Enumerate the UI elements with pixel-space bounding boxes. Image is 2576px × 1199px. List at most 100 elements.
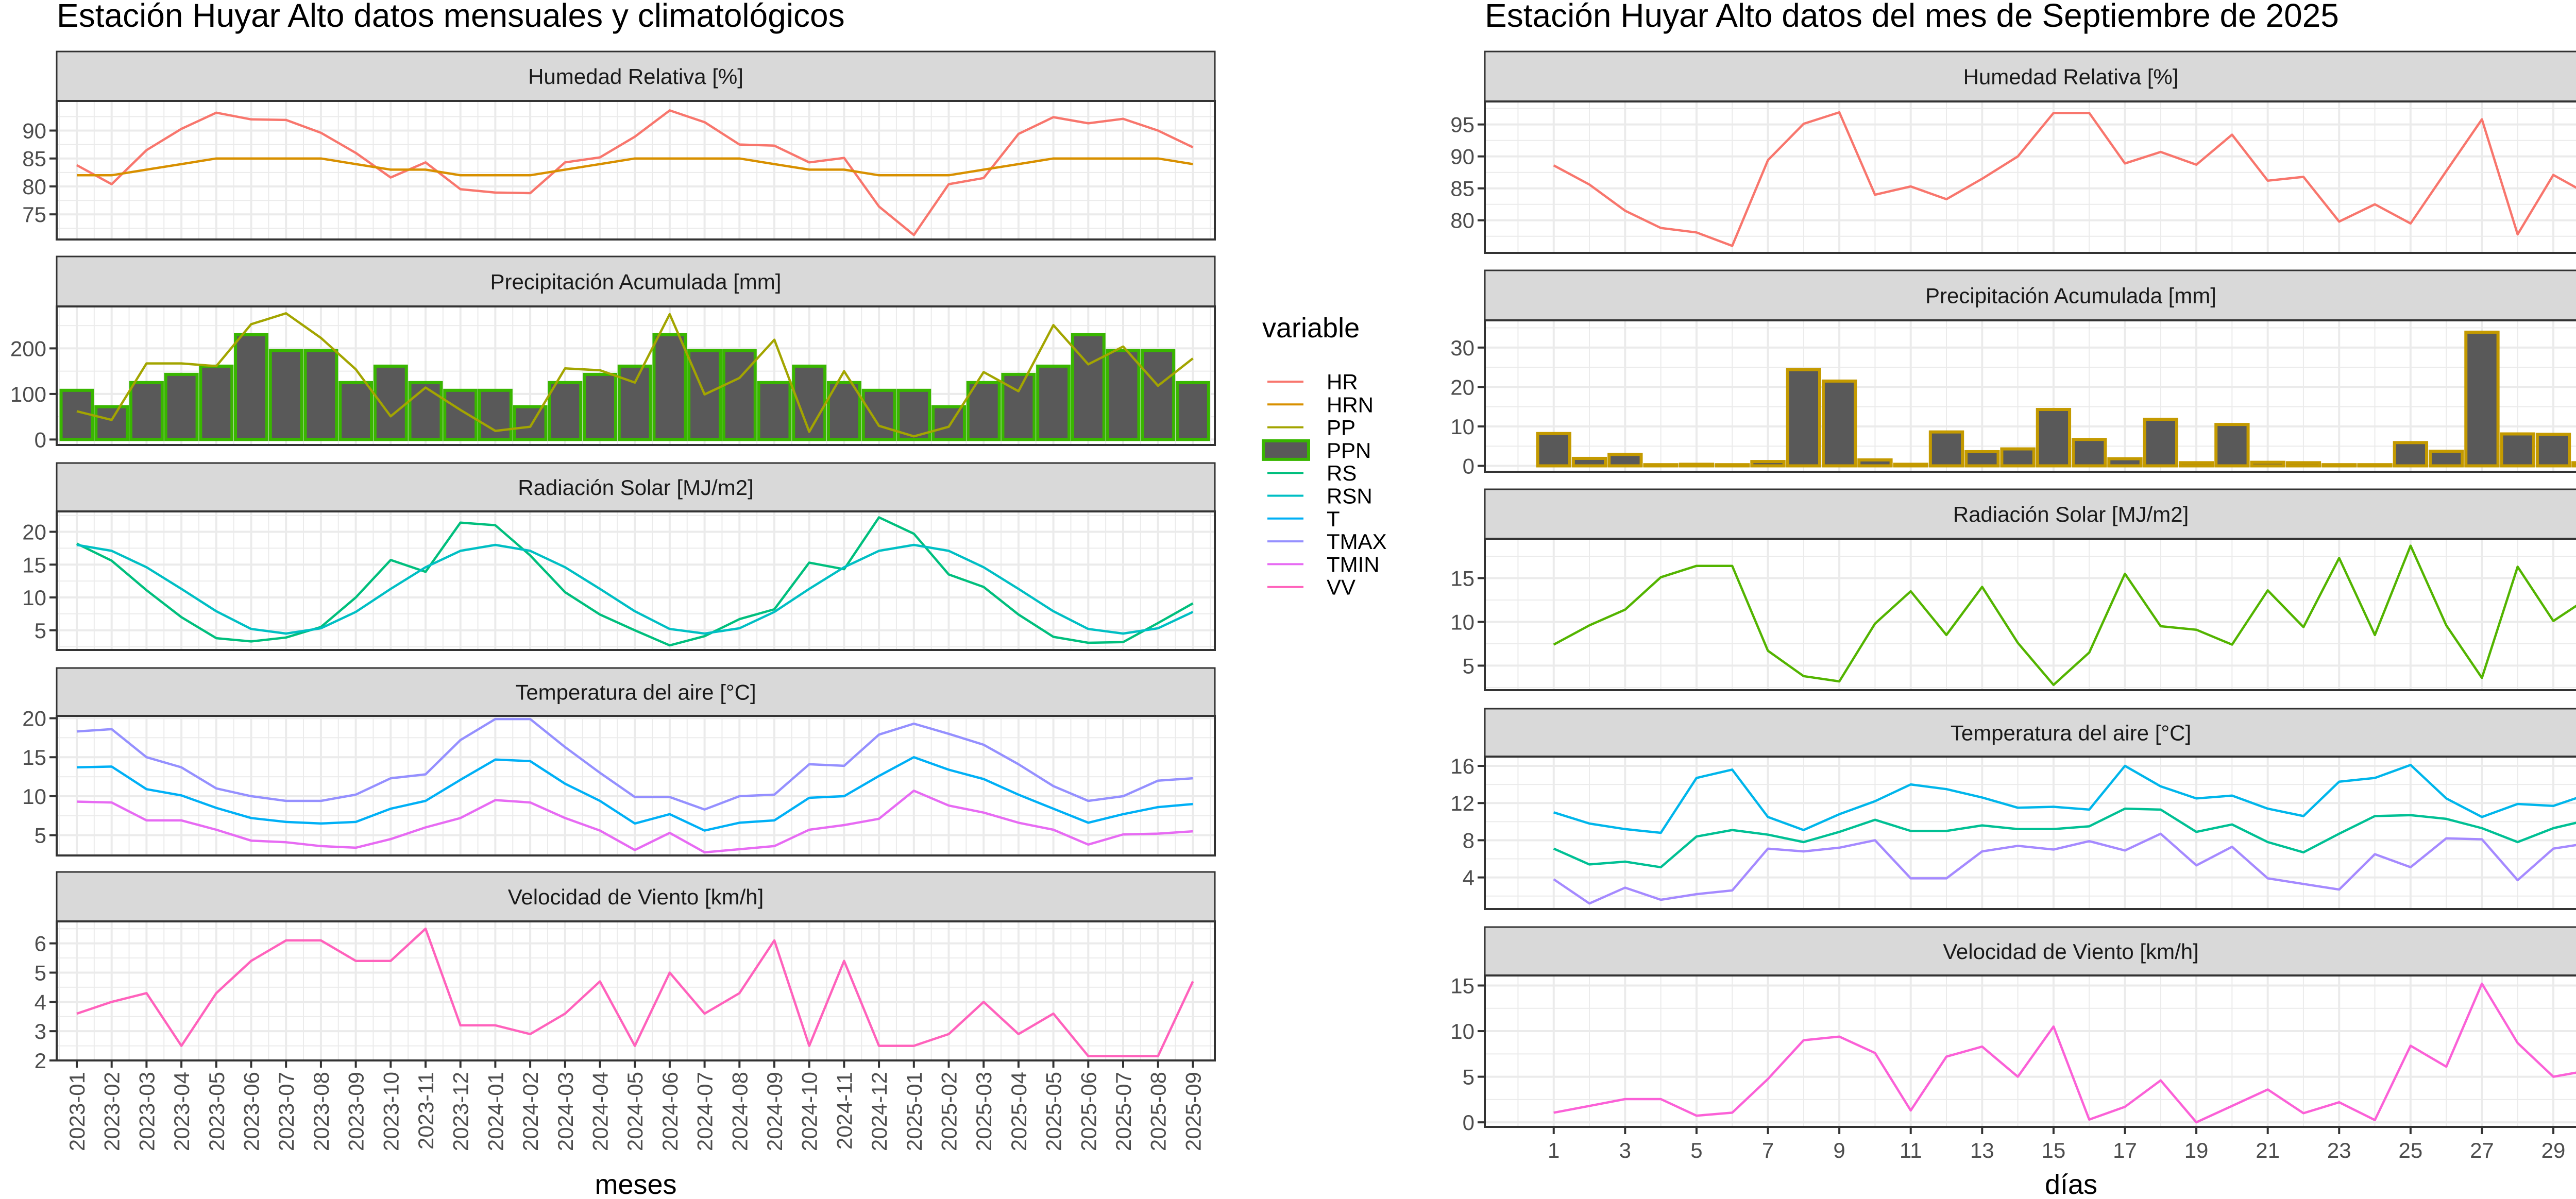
facet-panel: Precipitación Acumulada [mm] 0 100 200: [10, 255, 1216, 452]
series-line-rs: [1553, 544, 2576, 687]
series-line-vv: [76, 927, 1194, 1057]
x-tick-label: 13: [1970, 1138, 1994, 1162]
plot-area: [1485, 539, 2576, 690]
series-line-hr: [1553, 111, 2576, 247]
bar-ppn: [1175, 381, 1210, 441]
bar-pp: [2000, 447, 2036, 468]
x-tick-label: 2025-06: [1076, 1072, 1100, 1151]
bar-pp: [2285, 461, 2321, 468]
facet-panel: Humedad Relativa [%] 75 80 85 90: [22, 50, 1216, 241]
plot-area: [1485, 757, 2576, 909]
panel-border: [56, 305, 1216, 446]
y-tick-label: 15: [22, 553, 46, 577]
series-line-t: [76, 756, 1193, 832]
y-tick-label: 30: [1450, 336, 1475, 360]
series-line-hr: [76, 109, 1194, 236]
y-tick-label: 10: [22, 586, 46, 610]
x-tick-label: 23: [2327, 1138, 2351, 1162]
bar-pp: [1679, 463, 1715, 468]
bar-pp: [2143, 418, 2178, 468]
bar-ppn: [268, 349, 303, 441]
y-tick-label: 16: [1450, 754, 1475, 778]
facet-panel: Radiación Solar [MJ/m2] 5 10 15 20: [22, 462, 1216, 651]
bar-ppn: [1036, 364, 1071, 441]
facet-strip: [1484, 708, 2576, 758]
x-tick-label: 2023-12: [449, 1072, 473, 1151]
series-line-tmin: [1553, 832, 2576, 905]
bar-pp: [1536, 432, 1571, 468]
x-tick-label: 27: [2470, 1138, 2494, 1162]
plot-area: [57, 306, 1215, 445]
bar-pp: [1750, 460, 1786, 468]
bar-ppn: [722, 349, 757, 441]
bar-ppn: [303, 349, 338, 441]
x-tick-label: 2025-02: [937, 1072, 961, 1151]
x-tick-label: 21: [2256, 1138, 2280, 1162]
y-tick-label: 0: [35, 427, 46, 452]
bar-pp: [1857, 458, 1893, 468]
x-tick-label: 15: [2042, 1138, 2066, 1162]
plot-area: [57, 101, 1215, 239]
x-tick-label: 2023-11: [414, 1072, 438, 1150]
plot-background: [1485, 975, 2576, 1127]
y-tick-label: 15: [1450, 973, 1475, 998]
facet-strip: [56, 50, 1216, 102]
y-tick-label: 100: [10, 382, 46, 406]
panel-border: [56, 510, 1216, 651]
x-tick-label: 9: [1833, 1138, 1845, 1162]
legend-label: T: [1327, 507, 1340, 531]
bar-pp: [2535, 433, 2571, 468]
panel-border: [1484, 538, 2576, 691]
y-tick-label: 75: [22, 202, 46, 227]
bar-ppn: [478, 388, 513, 441]
plot-area: [57, 921, 1215, 1060]
facet-strip: [56, 871, 1216, 922]
y-tick-label: 10: [22, 784, 46, 809]
legend-item: PP: [1267, 416, 1355, 440]
bar-ppn: [199, 364, 234, 441]
bar-ppn: [164, 372, 199, 441]
y-tick-label: 0: [1463, 454, 1475, 478]
legend-label: PPN: [1327, 438, 1371, 463]
y-tick-label: 80: [22, 175, 46, 199]
x-tick-label: 2023-07: [274, 1072, 298, 1151]
y-tick-label: 10: [1450, 1019, 1475, 1043]
x-tick-label: 2023-02: [100, 1072, 124, 1151]
bar-ppn: [548, 381, 583, 441]
x-tick-label: 2023-10: [379, 1072, 403, 1151]
bar-pp: [1607, 453, 1643, 468]
legend-item: HRN: [1267, 392, 1374, 417]
legend-key-bar: [1262, 439, 1310, 461]
y-tick-label: 5: [35, 824, 46, 848]
plot-area: [57, 511, 1215, 650]
y-tick-label: 90: [1450, 145, 1475, 169]
x-tick-label: 2023-06: [240, 1072, 264, 1151]
y-tick-label: 6: [35, 932, 46, 956]
series-line-tmax: [76, 717, 1193, 811]
facet-panel: Velocidad de Viento [km/h] 2 3 4 5 6 2023-01 20…: [35, 871, 1216, 1151]
legend-item: HR: [1267, 370, 1358, 394]
x-tick-label: 7: [1762, 1138, 1774, 1162]
bar-pp: [2072, 438, 2107, 468]
legend-label: RS: [1327, 461, 1357, 485]
bar-ppn: [861, 388, 896, 441]
bar-pp: [1715, 463, 1750, 468]
facet-strip: [56, 255, 1216, 307]
legend-label: TMIN: [1327, 552, 1380, 576]
panel-border: [56, 715, 1216, 857]
y-tick-label: 20: [1450, 375, 1475, 399]
panel-border: [1484, 756, 2576, 910]
panel-border: [56, 100, 1216, 241]
y-tick-label: 5: [35, 961, 46, 985]
legend-item: RS: [1267, 461, 1357, 485]
legend-label: RSN: [1327, 484, 1372, 508]
y-tick-label: 5: [1463, 654, 1475, 678]
y-tick-label: 3: [35, 1019, 46, 1043]
legend-label: PP: [1327, 416, 1355, 440]
y-tick-label: 5: [1463, 1065, 1475, 1089]
monthly-chart-title: Estación Huyar Alto datos mensuales y cl…: [57, 0, 845, 34]
plot-background: [1485, 757, 2576, 909]
